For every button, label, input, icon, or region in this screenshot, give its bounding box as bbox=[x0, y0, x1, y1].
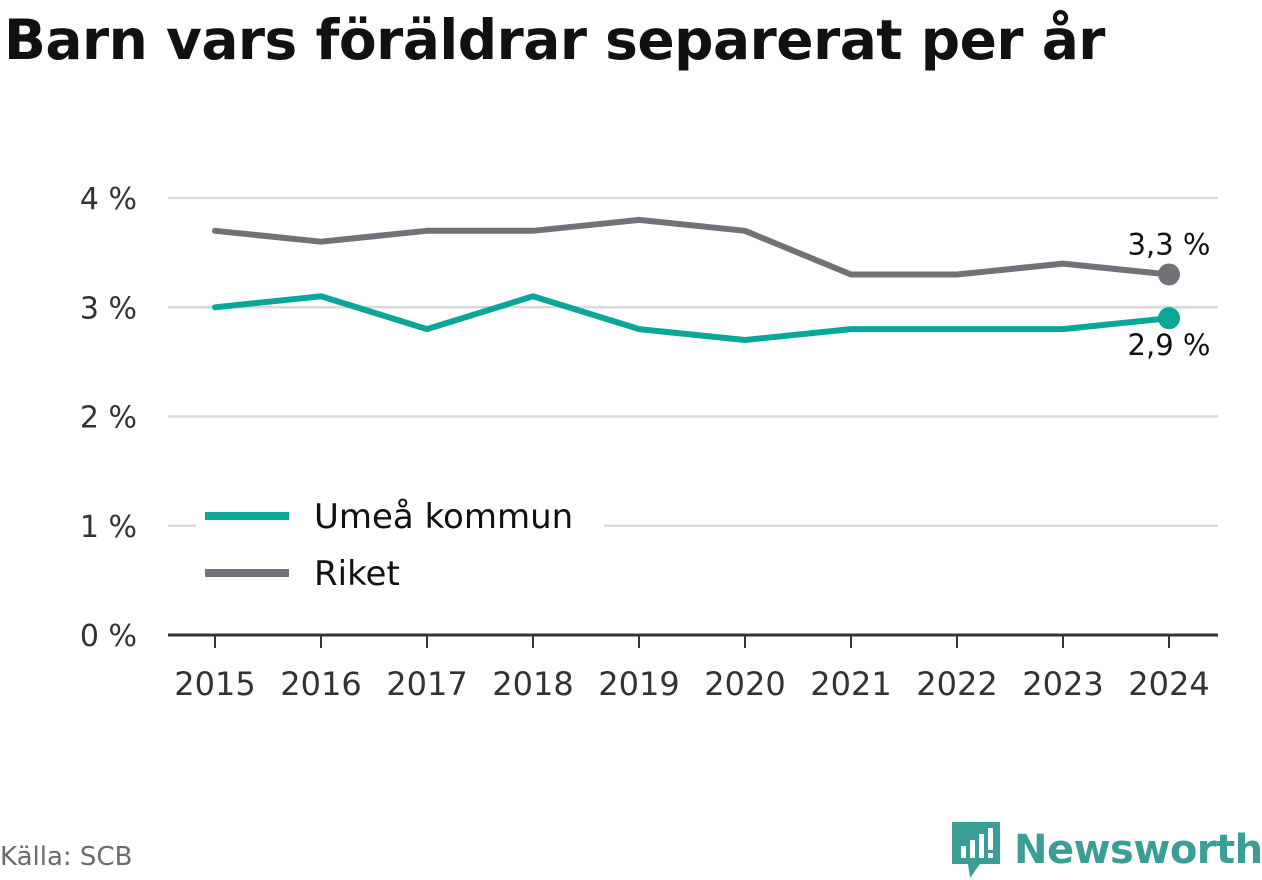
brand-name: Newsworthy bbox=[1014, 827, 1262, 873]
x-tick-label: 2024 bbox=[1128, 665, 1209, 703]
x-tick-label: 2017 bbox=[386, 665, 467, 703]
x-tick-label: 2018 bbox=[492, 665, 573, 703]
y-tick-label: 4 % bbox=[80, 182, 137, 217]
x-tick-label: 2023 bbox=[1022, 665, 1103, 703]
y-tick-label: 3 % bbox=[80, 291, 137, 326]
x-tick-label: 2015 bbox=[174, 665, 255, 703]
x-axis: 2015 2016 2017 2018 2019 2020 2021 2022 2023 2024 bbox=[168, 633, 1218, 703]
newsworthy-logo-icon bbox=[952, 822, 1000, 878]
series-end-marker bbox=[1158, 263, 1180, 286]
source-note: Källa: SCB bbox=[0, 842, 133, 872]
chart-title: Barn vars föräldrar separerat per år bbox=[4, 8, 1105, 72]
gridlines bbox=[168, 196, 1218, 527]
series-line bbox=[212, 216, 1172, 278]
y-tick-label: 1 % bbox=[80, 510, 137, 545]
x-tick-label: 2022 bbox=[916, 665, 997, 703]
x-tick-label: 2016 bbox=[280, 665, 361, 703]
x-tick-label: 2020 bbox=[704, 665, 785, 703]
legend-background bbox=[196, 490, 604, 600]
x-tick-label: 2021 bbox=[810, 665, 891, 703]
end-labels: 3,3 % 2,9 % bbox=[1128, 227, 1211, 362]
y-tick-label: 0 % bbox=[80, 619, 137, 654]
y-tick-label: 2 % bbox=[80, 401, 137, 436]
legend: Umeå kommun Riket bbox=[196, 490, 604, 600]
series-end-marker bbox=[1158, 307, 1180, 330]
newsworthy-logo[interactable]: Newsworthy bbox=[950, 820, 1262, 880]
x-tick-label: 2019 bbox=[598, 665, 679, 703]
legend-label: Riket bbox=[314, 554, 400, 594]
legend-label: Umeå kommun bbox=[314, 497, 573, 537]
y-tick-labels: 0 % 1 % 2 % 3 % 4 % bbox=[80, 182, 137, 654]
series-line bbox=[212, 293, 1172, 343]
end-label: 3,3 % bbox=[1128, 227, 1211, 261]
series-lines bbox=[212, 216, 1180, 343]
end-label: 2,9 % bbox=[1128, 328, 1211, 362]
